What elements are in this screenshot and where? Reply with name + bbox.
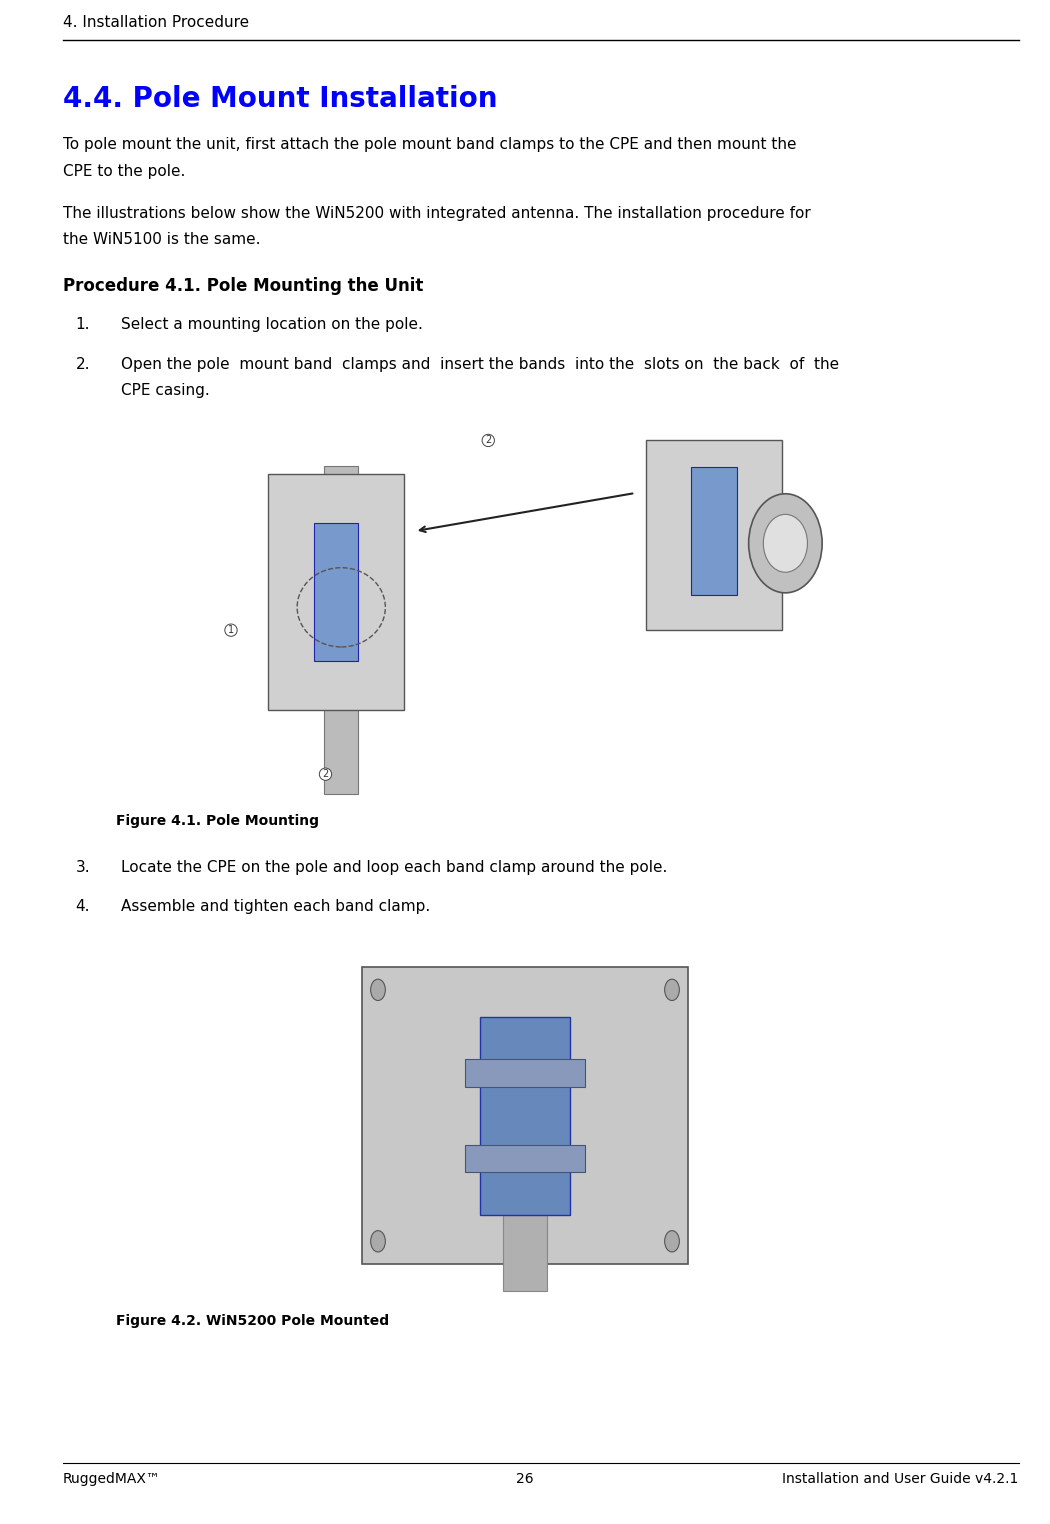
Bar [464, 1059, 586, 1087]
Text: 4.: 4. [76, 899, 90, 914]
Text: CPE casing.: CPE casing. [121, 383, 210, 398]
Text: Assemble and tighten each band clamp.: Assemble and tighten each band clamp. [121, 899, 430, 914]
Text: 2: 2 [485, 436, 491, 445]
Text: Open the pole  mount band  clamps and  insert the bands  into the  slots on  the: Open the pole mount band clamps and inse… [121, 357, 839, 372]
Text: 1: 1 [228, 625, 234, 636]
Text: Select a mounting location on the pole.: Select a mounting location on the pole. [121, 317, 422, 332]
Text: 1.: 1. [76, 317, 90, 332]
Text: 3.: 3. [76, 860, 90, 875]
Bar [464, 1145, 586, 1172]
Text: 4. Installation Procedure: 4. Installation Procedure [63, 15, 249, 30]
Text: Figure 4.1. Pole Mounting: Figure 4.1. Pole Mounting [116, 814, 318, 828]
Bar [314, 523, 358, 660]
Bar [362, 966, 688, 1263]
Circle shape [665, 978, 679, 1000]
Bar [481, 1017, 569, 1215]
Text: 26: 26 [517, 1472, 533, 1486]
Text: 2: 2 [322, 770, 329, 779]
Text: To pole mount the unit, first attach the pole mount band clamps to the CPE and t: To pole mount the unit, first attach the… [63, 137, 797, 152]
Text: CPE to the pole.: CPE to the pole. [63, 163, 186, 178]
Bar [691, 466, 737, 594]
Text: The illustrations below show the WiN5200 with integrated antenna. The installati: The illustrations below show the WiN5200… [63, 206, 811, 221]
Text: 2.: 2. [76, 357, 90, 372]
Circle shape [665, 1230, 679, 1251]
Text: Figure 4.2. WiN5200 Pole Mounted: Figure 4.2. WiN5200 Pole Mounted [116, 1314, 388, 1327]
Ellipse shape [763, 514, 807, 572]
Circle shape [371, 1230, 385, 1251]
Bar [324, 466, 358, 794]
Text: Locate the CPE on the pole and loop each band clamp around the pole.: Locate the CPE on the pole and loop each… [121, 860, 667, 875]
Bar [268, 474, 404, 710]
Text: 4.4. Pole Mount Installation: 4.4. Pole Mount Installation [63, 85, 498, 113]
Circle shape [371, 978, 385, 1000]
Text: the WiN5100 is the same.: the WiN5100 is the same. [63, 232, 260, 247]
Text: Installation and User Guide v4.2.1: Installation and User Guide v4.2.1 [782, 1472, 1018, 1486]
Text: RuggedMAX™: RuggedMAX™ [63, 1472, 161, 1486]
Ellipse shape [749, 494, 822, 593]
Text: Procedure 4.1. Pole Mounting the Unit: Procedure 4.1. Pole Mounting the Unit [63, 277, 423, 296]
Bar [646, 439, 782, 629]
Bar [503, 1215, 547, 1291]
